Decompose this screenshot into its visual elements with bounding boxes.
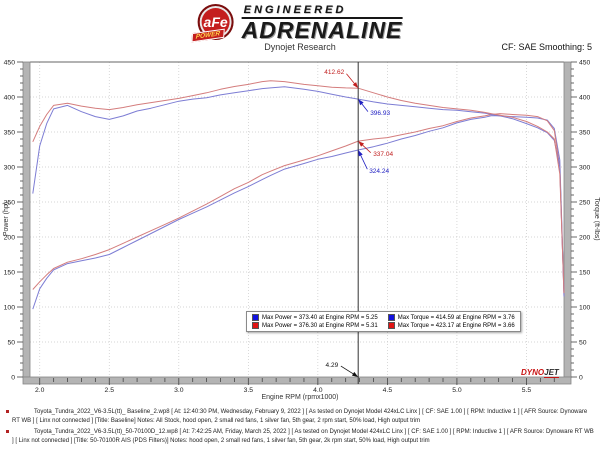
legend-box: Max Power = 373.40 at Engine RPM = 5.25 … (246, 311, 521, 332)
y-axis-title-power: Power (hp) (3, 201, 10, 237)
brand-logo: aFe POWER ENGINEERED ADRENALINE (191, 4, 403, 43)
svg-text:5.0: 5.0 (452, 387, 462, 394)
svg-text:400: 400 (4, 94, 16, 101)
watermark-jet: JET (544, 368, 559, 378)
svg-text:450: 450 (579, 59, 591, 66)
brand-adrenaline-text: ADRENALINE (241, 17, 403, 43)
svg-text:200: 200 (4, 234, 16, 241)
gridlines (30, 62, 564, 377)
svg-text:3.5: 3.5 (244, 387, 254, 394)
run-footnotes: Toyota_Tundra_2022_V6-3.5L(tt)_ Baseline… (4, 408, 596, 448)
legend-item-max-power-intake: Max Power = 376.30 at Engine RPM = 5.31 (252, 322, 378, 329)
svg-text:5.5: 5.5 (522, 387, 532, 394)
brand-text: ENGINEERED ADRENALINE (241, 4, 403, 43)
svg-text:300: 300 (4, 164, 16, 171)
afe-logo-text: aFe (203, 14, 228, 30)
legend-label: Max Power = 376.30 at Engine RPM = 5.31 (262, 322, 378, 329)
svg-text:450: 450 (4, 59, 16, 66)
y-axis-title-torque: Torque (ft-lbs) (593, 197, 600, 241)
x-axis-title: Engine RPM (rpmx1000) (261, 394, 339, 401)
curve-baseline-torque-ftlbs (32, 86, 565, 297)
svg-text:0: 0 (11, 374, 15, 381)
svg-text:350: 350 (4, 129, 16, 136)
axis-frame (22, 61, 572, 385)
legend-item-max-torque-intake: Max Torque = 423.17 at Engine RPM = 3.66 (387, 322, 515, 329)
svg-text:300: 300 (579, 164, 591, 171)
curve-baseline-power-hp (32, 115, 565, 310)
brand-engineered-text: ENGINEERED (241, 4, 403, 19)
x-axis-ticks: 2.0 2.5 3.0 3.5 4.0 4.5 5.0 5.5 (35, 378, 555, 394)
svg-text:150: 150 (579, 269, 591, 276)
svg-text:250: 250 (579, 199, 591, 206)
svg-text:350: 350 (579, 129, 591, 136)
footnote-text: Toyota_Tundra_2022_V6-3.5L(tt)_ Baseline… (12, 409, 588, 424)
dynojet-watermark: DYNOJET (521, 368, 559, 378)
annotation-value: 4.29 (326, 362, 339, 369)
svg-text:400: 400 (579, 94, 591, 101)
svg-text:2.5: 2.5 (105, 387, 115, 394)
svg-text:100: 100 (4, 304, 16, 311)
legend-swatch-red-icon (252, 322, 259, 329)
legend-label: Max Torque = 423.17 at Engine RPM = 3.66 (397, 322, 515, 329)
svg-text:50: 50 (7, 339, 15, 346)
footnote-intake-run: Toyota_Tundra_2022_V6-3.5L(tt)_50-70100D… (4, 428, 596, 445)
smoothing-label: CF: SAE Smoothing: 5 (501, 42, 592, 52)
svg-text:2.0: 2.0 (35, 387, 45, 394)
annotation-value: 396.93 (370, 110, 390, 117)
svg-text:0: 0 (579, 374, 583, 381)
legend-swatch-red-icon (387, 322, 395, 329)
curve-50-70100r-power-hp (32, 113, 565, 297)
legend-item-max-torque-baseline: Max Torque = 414.59 at Engine RPM = 3.76 (387, 314, 515, 321)
afe-power-logo: aFe POWER (191, 4, 234, 43)
legend-item-max-power-baseline: Max Power = 373.40 at Engine RPM = 5.25 (252, 314, 378, 321)
footnote-baseline-run: Toyota_Tundra_2022_V6-3.5L(tt)_ Baseline… (4, 408, 596, 425)
legend-label: Max Torque = 414.59 at Engine RPM = 3.76 (397, 314, 515, 321)
curve-50-70100r-torque-ftlbs (32, 80, 565, 294)
svg-text:150: 150 (4, 269, 16, 276)
legend-label: Max Power = 373.40 at Engine RPM = 5.25 (262, 314, 378, 321)
annotation-value: 412.62 (324, 69, 344, 76)
svg-text:250: 250 (4, 199, 16, 206)
svg-text:3.0: 3.0 (174, 387, 184, 394)
legend-swatch-blue-icon (387, 314, 395, 321)
annotation-value: 337.04 (373, 151, 393, 158)
annotation-value: 324.24 (369, 168, 389, 175)
bullet-icon (6, 430, 9, 433)
cursor-annotations: 412.62 396.93 337.04 324.24 4.29 (324, 69, 393, 377)
svg-text:4.0: 4.0 (313, 387, 323, 394)
svg-text:200: 200 (579, 234, 591, 241)
footnote-text: Toyota_Tundra_2022_V6-3.5L(tt)_50-70100D… (12, 429, 594, 444)
svg-text:4.5: 4.5 (383, 387, 393, 394)
watermark-dyno: DYNO (521, 368, 545, 377)
y-axis-ticks: 0 0 50 50 100 100 150 150 200 200 250 250 300 300 350 3… (4, 59, 591, 381)
legend-swatch-blue-icon (252, 314, 259, 321)
svg-text:50: 50 (579, 339, 587, 346)
svg-text:100: 100 (579, 304, 591, 311)
bullet-icon (6, 410, 9, 413)
report-title: Dynojet Research (264, 42, 336, 52)
